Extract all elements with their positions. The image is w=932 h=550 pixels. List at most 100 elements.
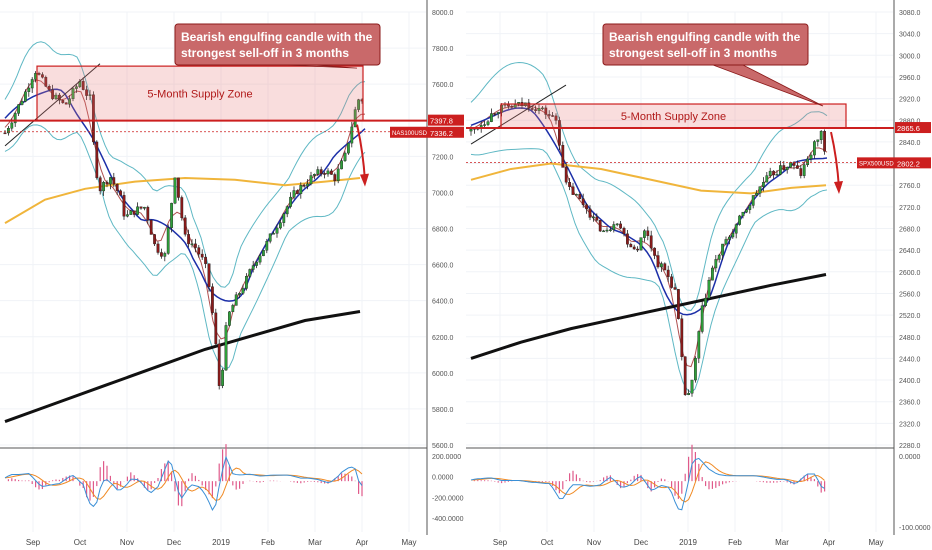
y-tick-label: 2360.0 [899, 400, 921, 407]
candle-body [626, 233, 629, 245]
candle-body [299, 185, 303, 194]
candle-body [20, 101, 24, 105]
candle-body [217, 343, 221, 386]
candle-body [44, 77, 48, 87]
symbol-tag-text: SPX500USD [859, 161, 894, 167]
bollinger-upper-line [4, 41, 366, 288]
candle-body [486, 121, 490, 125]
candle-body [85, 89, 89, 96]
x-tick-label: Apr [356, 538, 369, 547]
candle-body [690, 379, 694, 394]
zone-price-tag-text: 2865.6 [897, 124, 920, 133]
y-tick-label: 5800.0 [432, 407, 454, 414]
candle-body [554, 115, 558, 121]
candle-body [142, 206, 146, 209]
candle-body [289, 196, 292, 207]
candle-body [343, 152, 347, 161]
x-tick-label: May [401, 538, 416, 547]
candle-body [799, 168, 803, 176]
candle-body [272, 233, 275, 235]
annotation-callout [602, 23, 809, 66]
y-tick-label: 3080.0 [899, 10, 921, 17]
candle-body [534, 109, 538, 111]
ma100-line [470, 162, 827, 195]
candle-body [588, 208, 592, 218]
candle-body [677, 289, 680, 319]
y-tick-label: 2440.0 [899, 356, 921, 363]
candle-body [248, 269, 252, 277]
candle-body [575, 194, 578, 196]
candle-body [17, 104, 20, 114]
candle-body [95, 141, 99, 178]
candle-body [561, 145, 565, 168]
candle-body [775, 174, 779, 176]
x-tick-label: Dec [634, 538, 648, 547]
candle-body [13, 113, 17, 124]
annotation-text-line2: strongest sell-off in 3 months [181, 46, 349, 60]
x-tick-label: Feb [728, 538, 742, 547]
candle-body [687, 393, 691, 396]
x-tick-label: Sep [493, 538, 508, 547]
candle-body [670, 276, 674, 288]
candle-body [612, 224, 616, 230]
candle-body [173, 177, 177, 204]
candle-body [551, 115, 555, 117]
candle-body [108, 177, 112, 185]
candle-body [819, 131, 823, 141]
candle-body [585, 204, 589, 210]
candle-body [227, 311, 231, 326]
y-tick-label: 2480.0 [899, 335, 921, 342]
candle-body [197, 247, 201, 255]
y-tick-label: 2640.0 [899, 248, 921, 255]
candle-body [241, 288, 245, 294]
symbol-tag [390, 126, 428, 138]
candle-body [47, 86, 51, 90]
x-tick-label: Oct [541, 538, 554, 547]
bollinger-lower-line [4, 124, 366, 370]
macd-tick-label: -100.0000 [899, 525, 931, 532]
candle-body [81, 81, 85, 90]
ma200-line [470, 273, 827, 360]
candle-body [98, 177, 102, 192]
macd-signal-line [4, 467, 363, 502]
candle-body [714, 259, 718, 269]
x-tick-label: Nov [120, 538, 134, 547]
candle-body [602, 230, 606, 233]
candle-body [796, 165, 799, 169]
candle-body [598, 219, 602, 232]
candle-body [510, 106, 514, 108]
candle-body [697, 331, 701, 359]
candle-body [234, 294, 238, 306]
candle-body [493, 113, 497, 115]
candle-body [10, 122, 14, 129]
bollinger-upper-line [470, 62, 828, 311]
candle-body [622, 227, 626, 235]
candle-body [37, 73, 41, 75]
y-tick-label: 2280.0 [899, 443, 921, 450]
last-price-tag-text: 7336.2 [430, 129, 453, 138]
y-tick-label: 8000.0 [432, 10, 454, 17]
candle-body [323, 173, 326, 175]
candle-body [680, 318, 684, 357]
candle-body [88, 94, 92, 96]
x-tick-label: Feb [261, 538, 275, 547]
candle-body [187, 234, 190, 245]
x-tick-label: Apr [823, 538, 836, 547]
candle-body [823, 131, 827, 152]
trend-line [470, 84, 567, 145]
y-tick-label: 6800.0 [432, 227, 454, 234]
candle-body [541, 107, 544, 110]
candle-body [646, 230, 650, 236]
candle-body [326, 170, 330, 175]
y-tick-label: 6000.0 [432, 371, 454, 378]
annotation-text-line1: Bearish engulfing candle with the [609, 30, 801, 44]
candle-body [789, 162, 793, 168]
candle-body [731, 232, 735, 238]
y-tick-label: 2600.0 [899, 270, 921, 277]
macd-line [4, 455, 363, 512]
candle-body [806, 158, 810, 166]
candle-body [544, 107, 548, 115]
candle-body [483, 124, 486, 126]
candle-body [292, 190, 296, 198]
candle-body [751, 195, 755, 206]
